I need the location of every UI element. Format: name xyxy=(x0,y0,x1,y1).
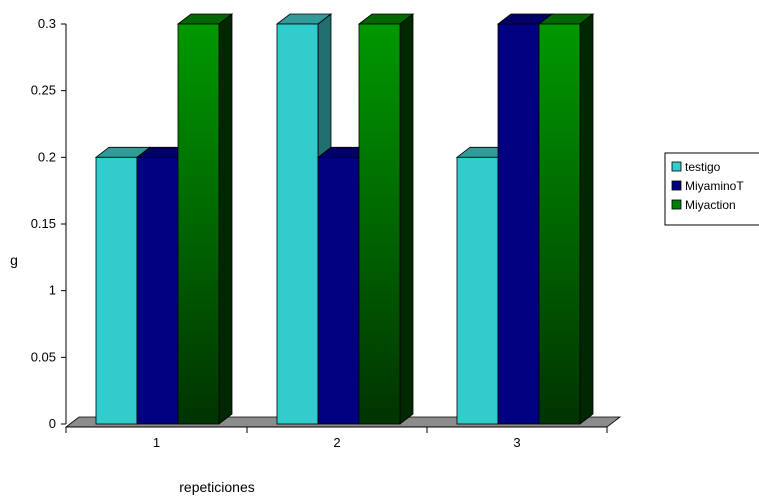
bar-front xyxy=(456,156,499,425)
legend-label: Miyaction xyxy=(685,198,736,212)
y-tick-label: 0.05 xyxy=(31,349,56,364)
legend-swatch xyxy=(671,161,682,172)
x-tick-label: 1 xyxy=(153,435,160,450)
bar-front xyxy=(95,156,138,425)
y-tick-label: 1 xyxy=(49,283,56,298)
x-tick-label: 2 xyxy=(333,435,340,450)
legend: testigo MiyaminoT Miyaction xyxy=(664,152,759,226)
y-tick-label: 0.15 xyxy=(31,216,56,231)
bar-front xyxy=(136,156,179,425)
bar-side xyxy=(399,13,414,425)
bar-front xyxy=(317,156,360,425)
y-tick-label: 0 xyxy=(49,416,56,431)
x-tick-label: 3 xyxy=(513,435,520,450)
bar xyxy=(537,13,595,425)
y-tick-label: 0.2 xyxy=(38,149,56,164)
bar-front xyxy=(276,23,319,425)
y-axis-ticks: 0 0.05 1 0.15 0.2 0.25 0.3 xyxy=(31,16,66,431)
legend-label: testigo xyxy=(685,160,721,174)
y-axis-title: g xyxy=(10,252,18,268)
bar-front xyxy=(177,23,220,425)
y-tick-label: 0.25 xyxy=(31,83,56,98)
y-tick-label: 0.3 xyxy=(38,16,56,31)
legend-label: MiyaminoT xyxy=(685,179,744,193)
legend-swatch xyxy=(671,199,682,210)
bar xyxy=(357,13,415,425)
x-axis-ticks: 1 2 3 xyxy=(65,427,608,450)
bar-front xyxy=(358,23,401,425)
bar xyxy=(176,13,234,425)
x-axis-title: repeticiones xyxy=(179,479,255,495)
bars xyxy=(94,13,595,425)
bar-front xyxy=(538,23,581,425)
bar-side xyxy=(579,13,594,425)
bar-side xyxy=(218,13,233,425)
legend-swatch xyxy=(671,180,682,191)
bar-front xyxy=(497,23,540,425)
